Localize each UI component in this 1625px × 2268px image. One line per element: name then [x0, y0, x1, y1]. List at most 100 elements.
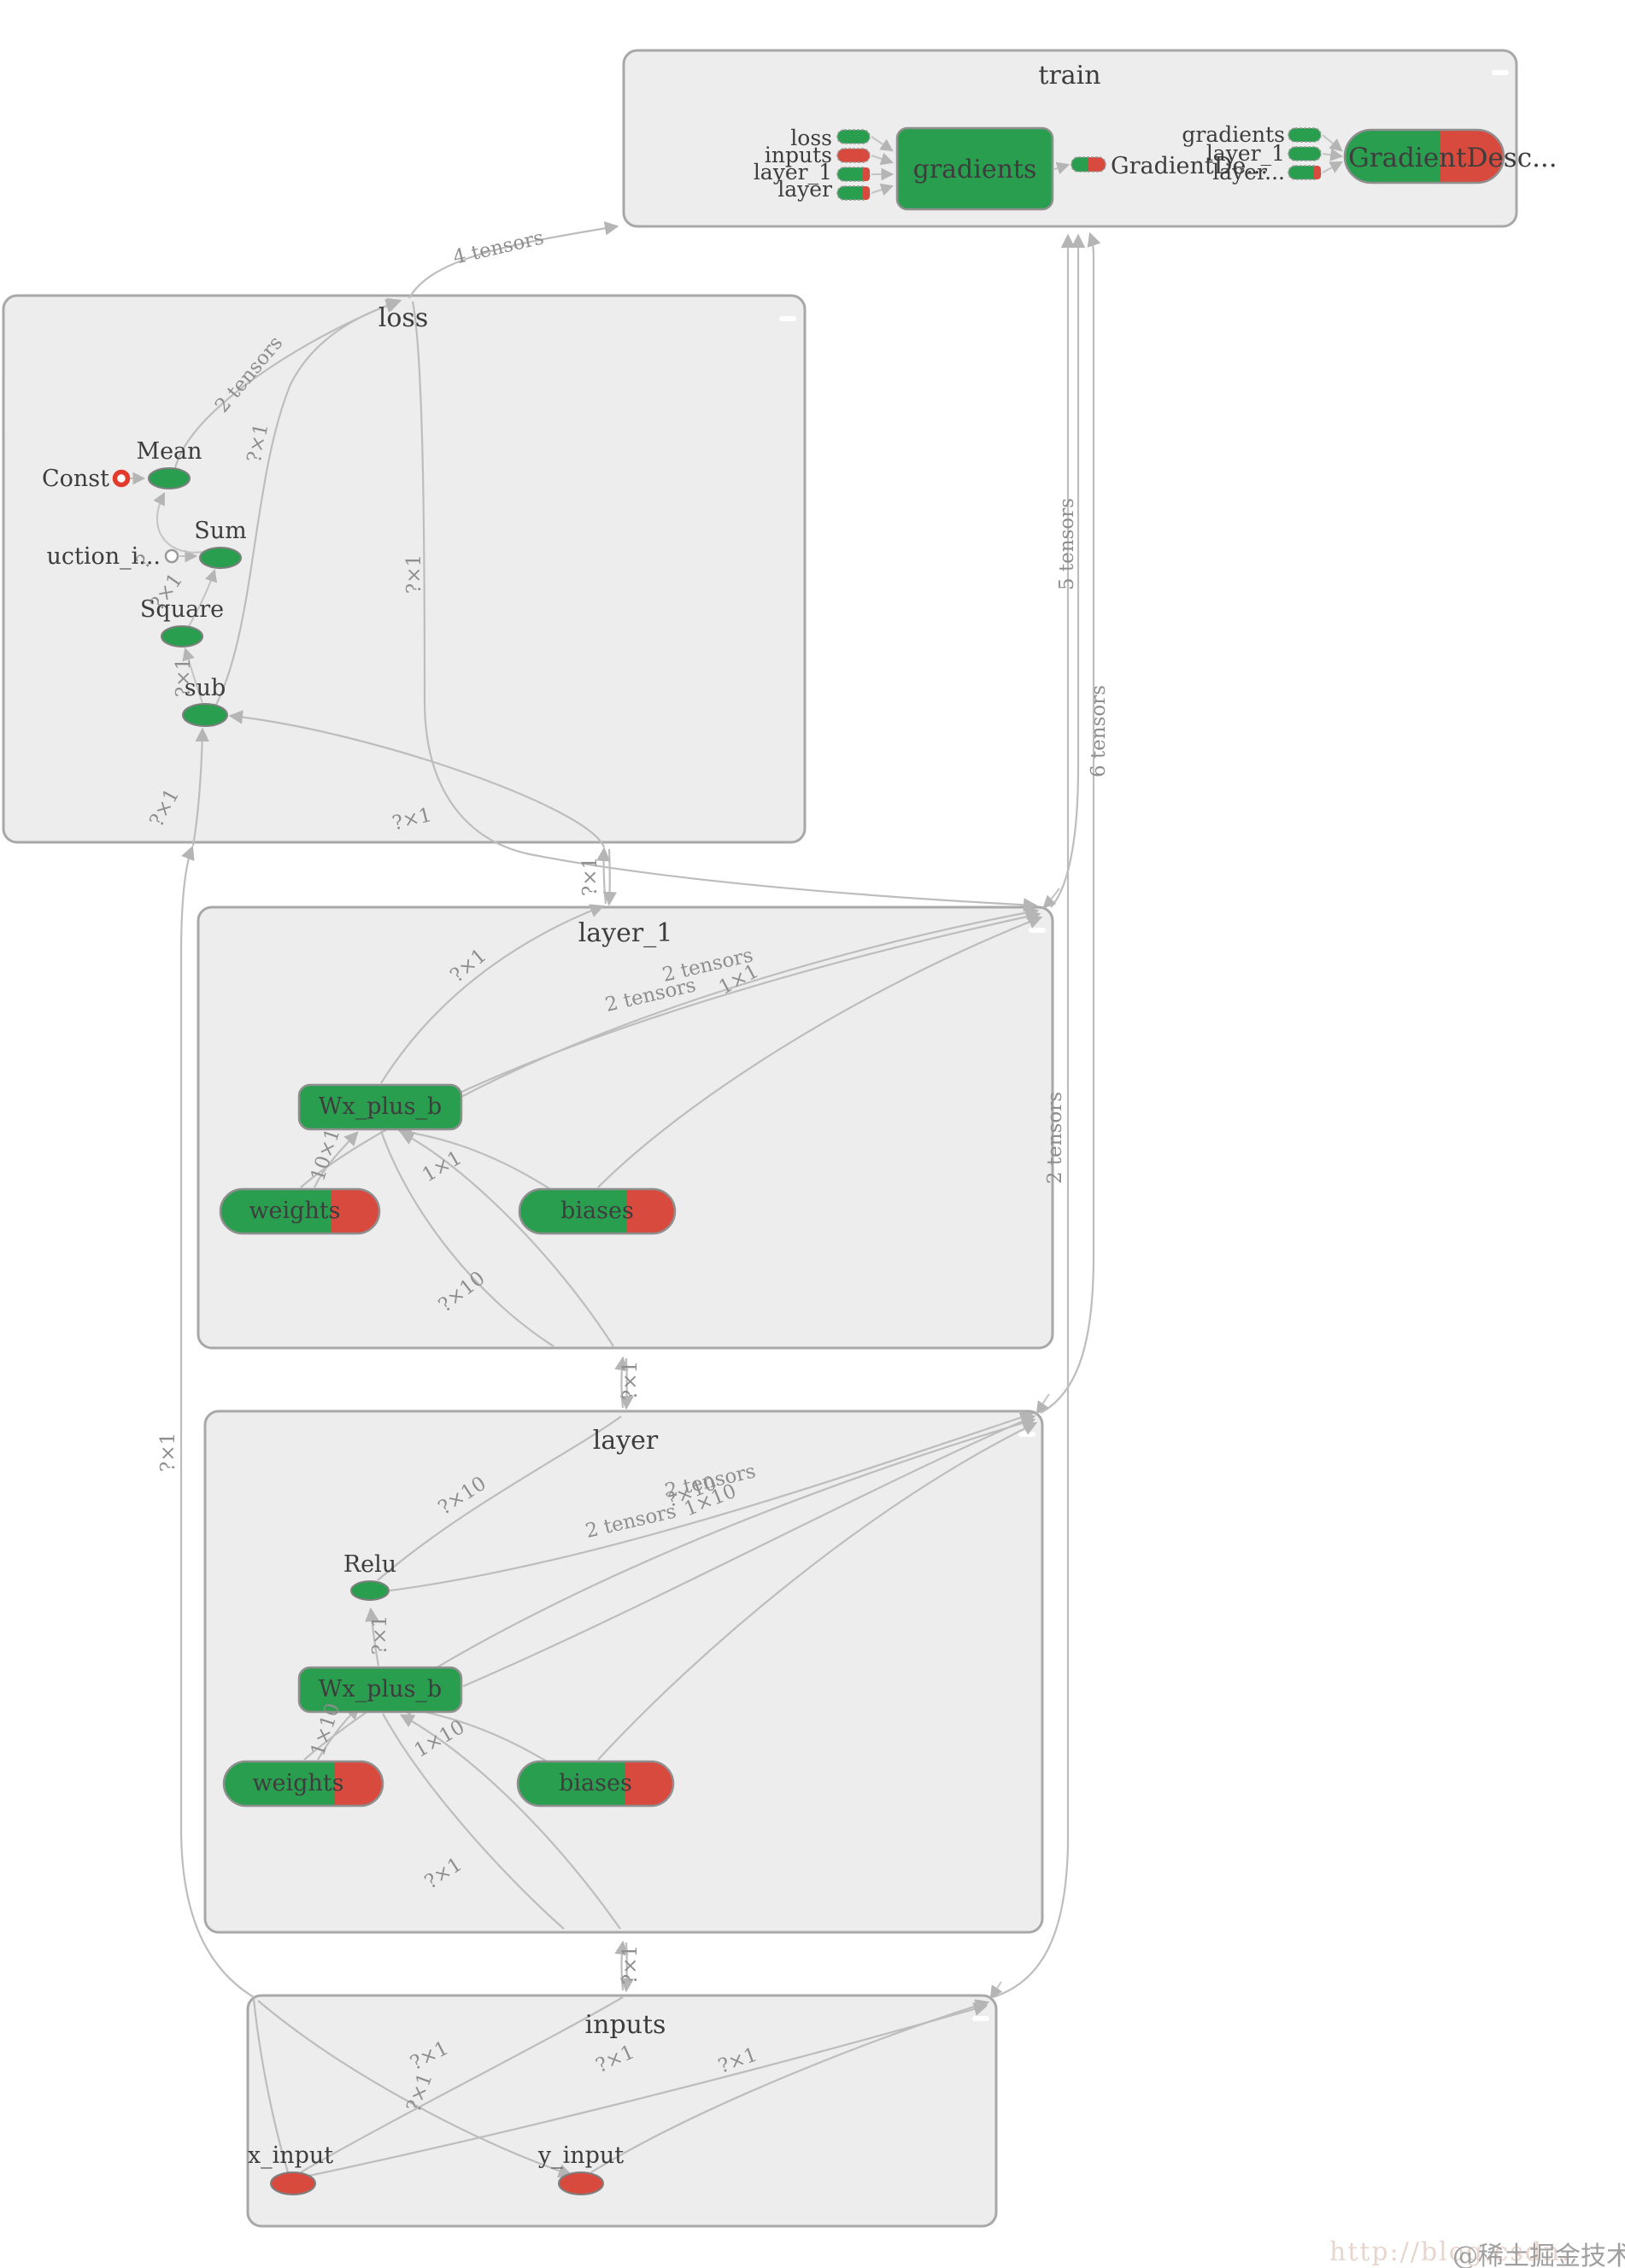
edge-path [252, 1998, 290, 2173]
edge-label: ?×1 [173, 658, 195, 697]
edge-path [871, 183, 895, 196]
edge-path [399, 1714, 621, 1930]
layer1-group-box[interactable] [197, 905, 1054, 1350]
sub-node[interactable] [182, 703, 228, 727]
collapse-icon[interactable] [1029, 928, 1046, 933]
train-input-pill-inputs[interactable] [836, 148, 871, 163]
collapse-icon[interactable] [1018, 1432, 1035, 1437]
layer-weights-node[interactable] [222, 1760, 384, 1808]
reduction-indices-icon[interactable] [164, 548, 179, 564]
biases-green [519, 1189, 627, 1234]
train-input-pill-layer1[interactable] [836, 167, 871, 182]
layer-wxplusb-label: Wx_plus_b [319, 1676, 442, 1702]
edge-path [597, 915, 1043, 1188]
edge-path [1053, 161, 1071, 174]
edge-path [595, 847, 611, 905]
layer-biases-node[interactable] [516, 1760, 675, 1808]
edge-path [462, 1414, 1036, 1688]
train-title[interactable]: train [1038, 61, 1100, 91]
layer1-wxplusb-node[interactable] [297, 1083, 463, 1131]
edge-path [215, 299, 401, 706]
x-input-node[interactable] [270, 2171, 316, 2195]
inputs-group-box[interactable] [246, 1994, 998, 2228]
train-output-pill-gradients[interactable] [1288, 127, 1322, 143]
sum-node[interactable] [199, 547, 242, 569]
train-input-pill-layer[interactable] [836, 185, 871, 201]
layer1-biases-label: biases [560, 1198, 634, 1224]
train-input-label-layer: layer [777, 177, 832, 202]
edge-label: ?×1 [369, 1615, 391, 1655]
mean-label: Mean [136, 438, 202, 465]
edge-path [314, 1131, 359, 1188]
gradient-descent-label: GradientDesc... [1348, 143, 1558, 173]
gradients-node-label: gradients [913, 155, 1037, 185]
layer1-weights-node[interactable] [219, 1187, 381, 1235]
biases-red [625, 1761, 673, 1806]
collapse-icon[interactable] [1492, 70, 1509, 75]
y-input-label: y_input [537, 2142, 624, 2169]
edge-path [1322, 134, 1343, 152]
layer1-title[interactable]: layer_1 [578, 918, 673, 948]
layer-weights-label: weights [252, 1770, 343, 1796]
edge-label: ?×1 [619, 1945, 642, 1984]
inputs-title[interactable]: inputs [585, 2010, 666, 2040]
train-group-box[interactable] [622, 49, 1518, 228]
weights-red [335, 1761, 383, 1806]
train-output-label-gradients: gradients [1182, 122, 1285, 147]
gd-pill-red [1440, 130, 1504, 183]
weights-border [222, 1760, 384, 1808]
gradient-descent-mid-pill[interactable] [1071, 156, 1106, 173]
gradients-node[interactable] [895, 126, 1054, 211]
edge-path [602, 848, 618, 906]
watermark-url: http://blog.csdn. [1329, 2237, 1571, 2267]
edge-path [257, 2000, 573, 2178]
train-input-pill-loss[interactable] [836, 129, 871, 144]
const-label: Const [42, 466, 109, 492]
biases-border [518, 1187, 677, 1235]
edge-path [1040, 231, 1101, 1414]
edge-path [992, 233, 1076, 1999]
edge-path [1050, 233, 1086, 908]
edge-path [1322, 161, 1343, 173]
edge-path [179, 845, 255, 1998]
edge-path [619, 1942, 635, 1993]
edge-label: 6 tensors [1088, 685, 1110, 777]
edge-path [619, 1357, 634, 1410]
weights-green [224, 1761, 335, 1806]
pill-red-tip [862, 167, 870, 181]
collapse-icon[interactable] [779, 316, 796, 321]
edge-path [1035, 1393, 1050, 1415]
loss-title[interactable]: loss [378, 303, 428, 333]
const-node-icon[interactable] [112, 469, 131, 488]
edge-path [389, 1410, 1035, 1592]
layer-group-box[interactable] [203, 1409, 1044, 1934]
sum-label: Sum [194, 518, 247, 544]
biases-red [627, 1189, 675, 1234]
layer1-biases-node[interactable] [518, 1187, 677, 1235]
gd-pill-border [1343, 128, 1505, 185]
square-node[interactable] [161, 625, 203, 648]
edge-path [871, 152, 895, 166]
collapse-icon[interactable] [972, 2016, 989, 2021]
mid-pill-border [1071, 156, 1106, 173]
edge-path [377, 1415, 622, 1581]
edge-path [188, 568, 218, 627]
layer-title[interactable]: layer [593, 1426, 659, 1456]
edge-path [871, 136, 894, 152]
gradient-descent-node[interactable] [1343, 128, 1505, 185]
train-output-pill-layer[interactable] [1288, 165, 1322, 180]
relu-node[interactable] [350, 1580, 390, 1601]
y-input-node[interactable] [558, 2171, 604, 2195]
layer-wxplusb-node[interactable] [297, 1666, 463, 1714]
mean-node[interactable] [148, 467, 191, 489]
weights-border [219, 1187, 381, 1235]
edge-path [1322, 148, 1344, 161]
train-output-pill-layer1[interactable] [1288, 146, 1322, 161]
edge-path [408, 221, 619, 299]
edge-label: 5 tensors [1056, 498, 1078, 590]
edge-path [1042, 888, 1060, 909]
layer1-weights-label: weights [249, 1198, 340, 1224]
mid-pill-green [1071, 157, 1088, 172]
